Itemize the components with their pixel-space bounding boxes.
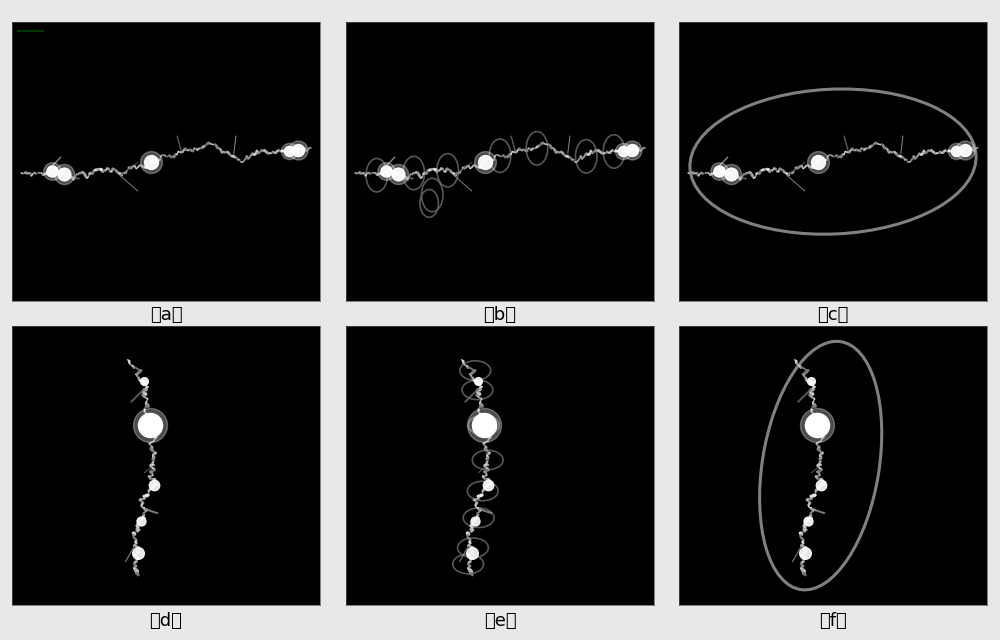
Point — [809, 420, 825, 430]
Point — [146, 479, 162, 490]
Point — [467, 516, 483, 527]
Point — [711, 166, 727, 176]
Point — [464, 548, 480, 558]
Point — [813, 479, 829, 490]
Point — [390, 169, 406, 179]
Point — [723, 169, 739, 179]
Point — [615, 145, 631, 156]
Point — [290, 145, 306, 155]
Point — [281, 145, 297, 156]
Text: （d）: （d） — [150, 612, 182, 630]
Point — [957, 145, 973, 155]
Point — [290, 145, 306, 155]
Point — [56, 169, 72, 179]
Point — [711, 166, 727, 176]
Point — [44, 166, 60, 176]
Point — [624, 145, 640, 155]
Point — [136, 376, 152, 387]
Point — [800, 516, 816, 527]
Point — [480, 479, 496, 490]
Point — [723, 169, 739, 179]
Text: （c）: （c） — [817, 306, 849, 324]
Point — [477, 157, 493, 167]
Point — [803, 376, 819, 387]
Point — [948, 145, 964, 156]
Point — [281, 145, 297, 156]
Point — [142, 420, 158, 430]
Text: （b）: （b） — [484, 306, 516, 324]
Text: （f）: （f） — [819, 612, 847, 630]
Point — [44, 166, 60, 176]
Text: （e）: （e） — [484, 612, 516, 630]
Point — [476, 420, 492, 430]
Point — [615, 145, 631, 156]
Point — [133, 516, 149, 527]
Point — [142, 420, 158, 430]
Point — [390, 169, 406, 179]
Point — [476, 420, 492, 430]
Point — [56, 169, 72, 179]
Point — [130, 548, 146, 558]
Point — [143, 157, 159, 167]
Point — [470, 376, 486, 387]
Point — [378, 166, 394, 176]
Point — [810, 157, 826, 167]
Point — [143, 157, 159, 167]
Point — [948, 145, 964, 156]
Text: （a）: （a） — [150, 306, 182, 324]
Point — [477, 157, 493, 167]
Point — [809, 420, 825, 430]
Point — [624, 145, 640, 155]
Point — [810, 157, 826, 167]
Point — [378, 166, 394, 176]
Point — [957, 145, 973, 155]
Point — [797, 548, 813, 558]
